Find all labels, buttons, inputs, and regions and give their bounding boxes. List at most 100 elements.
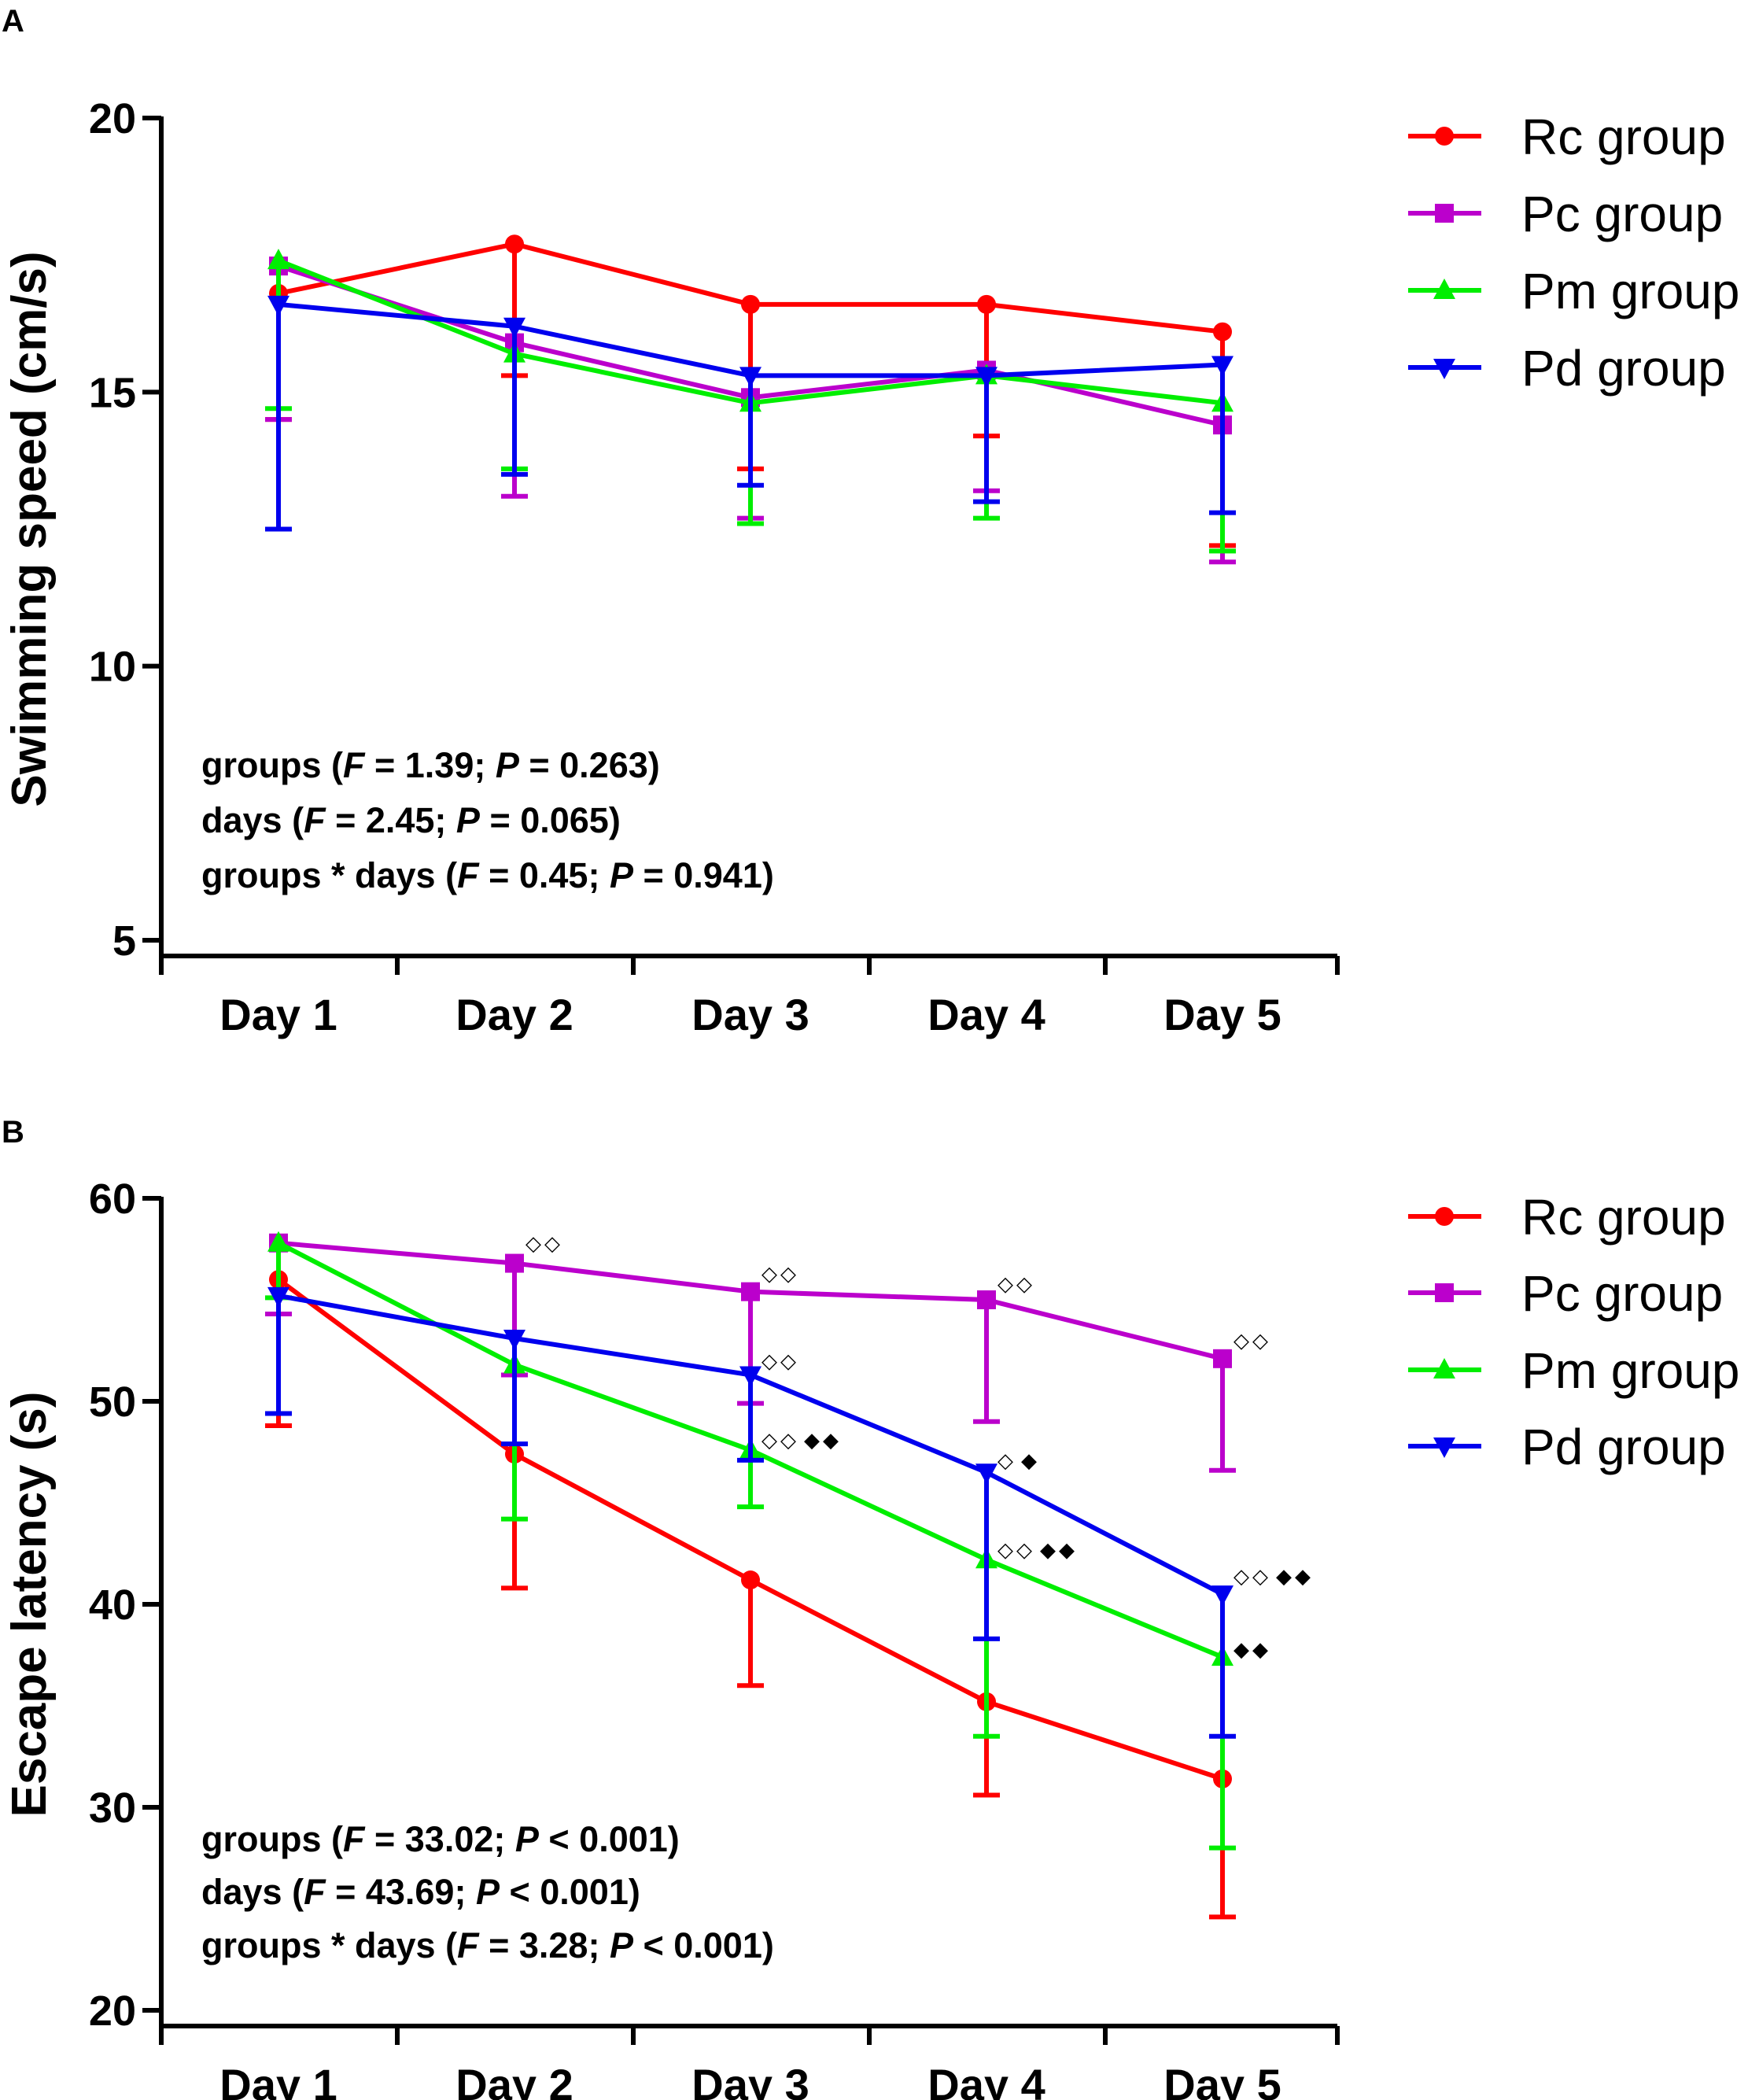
- panel-b-significance-marker: ◇ ◆: [998, 1449, 1040, 1472]
- panel-b-stats-line: groups * days (F = 3.28; P < 0.001): [201, 1925, 774, 1965]
- panel-b-significance-marker: ◇◇: [525, 1231, 563, 1255]
- panel-b-x-tick-label: Day 3: [691, 2060, 809, 2100]
- panel-b-sig-open: ◇◇: [998, 1537, 1035, 1561]
- panel-b-sig-open: ◇◇: [761, 1349, 799, 1372]
- panel-b-legend-pm-group-label: Pm group: [1521, 1342, 1739, 1399]
- panel-a-y-tick-label: 10: [89, 644, 136, 691]
- panel-b-stats-italic: F: [304, 1872, 326, 1912]
- panel-b-stats-italic: P: [476, 1872, 500, 1912]
- panel-b-stats-text: = 33.02;: [364, 1819, 514, 1859]
- panel-a-stats-italic: P: [496, 745, 520, 785]
- panel-b-sig-open: ◇◇: [1234, 1329, 1271, 1353]
- panel-b-stats-italic: P: [610, 1925, 634, 1965]
- panel-b-legend-rc-group-marker: [1435, 1207, 1454, 1226]
- panel-a-pd-group-point: [503, 317, 525, 338]
- panel-b-stats-text: < 0.001): [539, 1819, 680, 1859]
- panel-b-pc-group-point: [977, 1290, 996, 1309]
- panel-b-stats-text: = 43.69;: [326, 1872, 476, 1912]
- panel-a-stats-text: = 0.45;: [479, 855, 610, 895]
- panel-b-pd-group-point: [975, 1463, 998, 1485]
- panel-a-legend-rc-group-marker: [1435, 127, 1454, 146]
- panel-b-legend-pc-group-label: Pc group: [1521, 1265, 1723, 1322]
- panel-b-sig-filled: ◆◆: [1040, 1537, 1078, 1561]
- panel-b-x-tick-label: Day 4: [927, 2060, 1045, 2100]
- panel-a-rc-group-point: [1213, 322, 1232, 341]
- panel-b-pc-group-point: [505, 1253, 524, 1273]
- panel-b-sig-open: ◇◇: [998, 1271, 1035, 1295]
- panel-b-pd-group-point: [1211, 1585, 1234, 1607]
- panel-a-stats-italic: F: [343, 745, 366, 785]
- panel-b-pm-group-point: [267, 1231, 289, 1252]
- panel-b-stats-text: < 0.001): [500, 1872, 640, 1912]
- panel-a-legend-pc-group-label: Pc group: [1521, 186, 1723, 242]
- panel-a-label: A: [2, 4, 24, 39]
- panel-b-pc-group-point: [741, 1282, 760, 1301]
- panel-b: B 20 30 40 50 60 Day 1 Day 2 Day 3 Day 4 Day 5 Esc…: [2, 1115, 1739, 2100]
- panel-b-stats-text: groups (: [201, 1819, 343, 1859]
- panel-a-x-tick-label: Day 1: [219, 990, 337, 1039]
- panel-b-pd-group-point: [503, 1330, 525, 1351]
- panel-b-significance-marker: ◇◇ ◆◆: [761, 1428, 842, 1452]
- panel-a-y-tick-label: 5: [112, 917, 136, 965]
- panel-b-legend-pd-group-marker: [1433, 1438, 1455, 1458]
- panel-a-stats-text: groups (: [201, 745, 343, 785]
- panel-a-stats-text: = 1.39;: [364, 745, 495, 785]
- panel-b-sig-filled: ◆: [1021, 1449, 1040, 1472]
- panel-b-legend-rc-group-label: Rc group: [1521, 1189, 1726, 1246]
- panel-b-sig-open: ◇: [998, 1449, 1016, 1472]
- panel-b-sig-open: ◇◇: [1234, 1564, 1271, 1588]
- panel-b-pd-group: [265, 1286, 1236, 1739]
- panel-b-sig-filled: ◆◆: [804, 1428, 842, 1452]
- panel-b-significance-marker: ◇◇: [998, 1271, 1035, 1295]
- panel-b-y-tick-label: 20: [89, 1987, 136, 2035]
- panel-b-sig-filled: ◆◆: [1276, 1564, 1314, 1588]
- panel-b-y-axis-title: Escape latency (s): [2, 1391, 57, 1817]
- panel-b-significance-marker: ◇◇: [761, 1261, 799, 1285]
- panel-b-stats-text: days (: [201, 1872, 304, 1912]
- panel-a-legend-pm-group-marker: [1433, 279, 1455, 299]
- panel-b-stats-line: days (F = 43.69; P < 0.001): [201, 1872, 640, 1912]
- panel-a-stats-text: = 0.065): [480, 800, 621, 840]
- panel-b-sig-filled: ◆◆: [1234, 1637, 1271, 1661]
- panel-b-significance-marker: ◇◇: [1234, 1329, 1271, 1353]
- panel-b-x-tick-label: Day 5: [1163, 2060, 1281, 2100]
- panel-a-pd-group-point: [739, 367, 761, 388]
- panel-a-pm-group-point: [267, 249, 289, 270]
- panel-b-y-tick-label: 30: [89, 1784, 136, 1832]
- panel-a-legend-pd-group-marker: [1433, 359, 1455, 379]
- panel-b-sig-open: ◇◇: [525, 1231, 563, 1255]
- panel-b-y-tick-label: 60: [89, 1175, 136, 1223]
- panel-b-significance-marker: ◆◆: [1234, 1637, 1271, 1661]
- panel-a: A 5 10 15 20 Day 1 Day 2 Day 3 Day 4 Day 5 Swimmi…: [2, 4, 1739, 1039]
- panel-a-stats-italic: F: [304, 800, 326, 840]
- panel-a-stats-italic: F: [457, 855, 480, 895]
- panel-a-x-tick-label: Day 3: [691, 990, 809, 1039]
- panel-a-stats-italic: P: [610, 855, 634, 895]
- panel-b-stats-italic: F: [457, 1925, 480, 1965]
- panel-a-stats-text: = 2.45;: [326, 800, 456, 840]
- panel-a-x-tick-label: Day 4: [927, 990, 1045, 1039]
- panel-a-pd-group-point: [267, 295, 289, 316]
- panel-a-legend-rc-group-label: Rc group: [1521, 109, 1726, 165]
- panel-a-y-tick-label: 20: [89, 95, 136, 142]
- panel-a-legend-pc-group-marker: [1435, 204, 1454, 223]
- panel-b-x-tick-label: Day 2: [455, 2060, 573, 2100]
- panel-a-y-tick-label: 15: [89, 369, 136, 416]
- panel-a-rc-group-point: [977, 294, 996, 314]
- panel-b-stats-text: < 0.001): [633, 1925, 774, 1965]
- panel-a-stats-text: groups * days (: [201, 855, 457, 895]
- panel-b-stats-text: groups * days (: [201, 1925, 457, 1965]
- panel-b-rc-group-point: [741, 1570, 760, 1590]
- panel-a-pd-group-point: [975, 367, 998, 388]
- panel-b-significance-marker: ◇◇: [761, 1349, 799, 1372]
- panel-a-stats-text: days (: [201, 800, 304, 840]
- panel-a-legend-pd-group-label: Pd group: [1521, 340, 1726, 397]
- panel-a-stats-italic: P: [456, 800, 481, 840]
- panel-b-significance-marker: ◇◇ ◆◆: [998, 1537, 1078, 1561]
- panel-b-sig-open: ◇◇: [761, 1261, 799, 1285]
- panel-a-legend-pm-group-label: Pm group: [1521, 263, 1739, 319]
- panel-b-stats-italic: F: [343, 1819, 366, 1859]
- panel-b-sig-open: ◇◇: [761, 1428, 799, 1452]
- panel-a-stats-line: groups (F = 1.39; P = 0.263): [201, 745, 660, 785]
